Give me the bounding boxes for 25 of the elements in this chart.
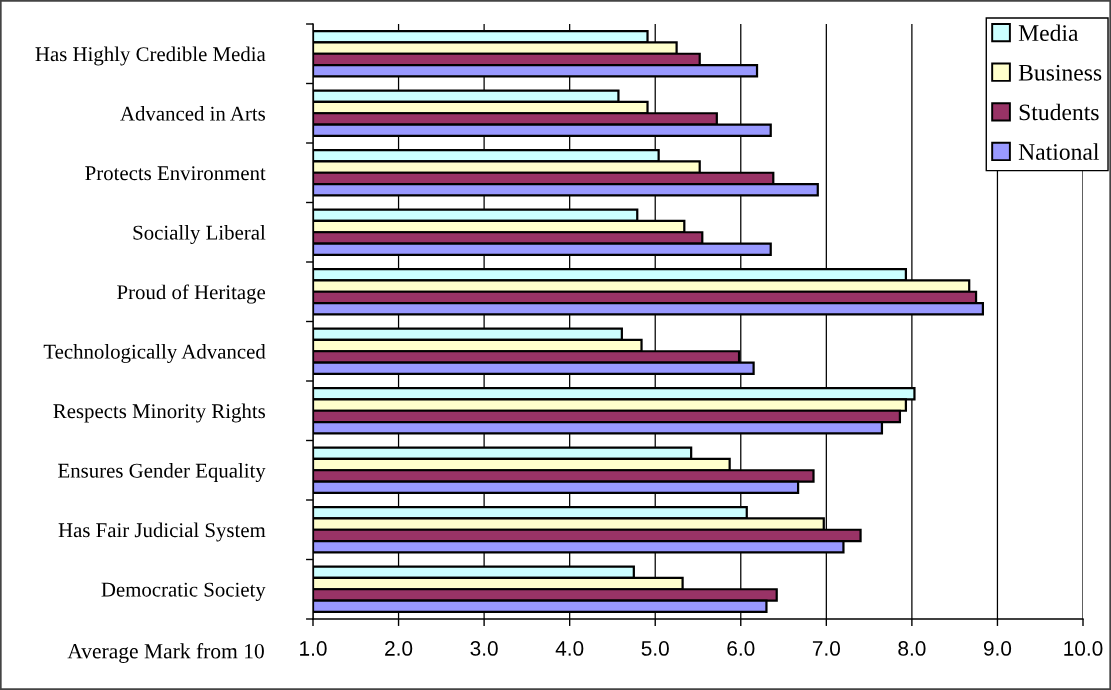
y-tick-label: Has Fair Judicial System [58,522,266,542]
x-tick-label: 1.0 [300,641,327,656]
legend-label: National [1018,143,1099,160]
x-axis-title: Average Mark from 10 [67,643,264,663]
legend-label: Business [1018,64,1102,81]
y-tick-label: Has Highly Credible Media [35,46,266,66]
x-tick-label: 9.0 [983,641,1012,656]
y-tick-label: Ensures Gender Equality [58,463,266,482]
y-tick-label: Socially Liberal [133,225,266,244]
y-tick-label: Democratic Society [101,582,266,601]
y-tick-label: Advanced in Arts [120,106,266,121]
x-tick-label: 6.0 [727,641,755,656]
x-tick-label: 10.0 [1064,641,1103,656]
x-tick-label: 5.0 [641,641,669,656]
y-tick-label: Protects Environment [85,166,266,181]
x-tick-label: 4.0 [555,641,584,656]
y-tick-label: Proud of Heritage [117,284,266,304]
x-tick-label: 8.0 [898,641,926,656]
legend-label: Media [1018,24,1079,42]
legend-label: Students [1019,103,1099,121]
y-tick-label: Respects Minority Rights [53,403,266,423]
x-tick-label: 3.0 [470,641,498,656]
x-tick-label: 2.0 [385,641,413,656]
x-tick-label: 7.0 [812,641,840,656]
y-tick-label: Technologically Advanced [43,344,266,363]
